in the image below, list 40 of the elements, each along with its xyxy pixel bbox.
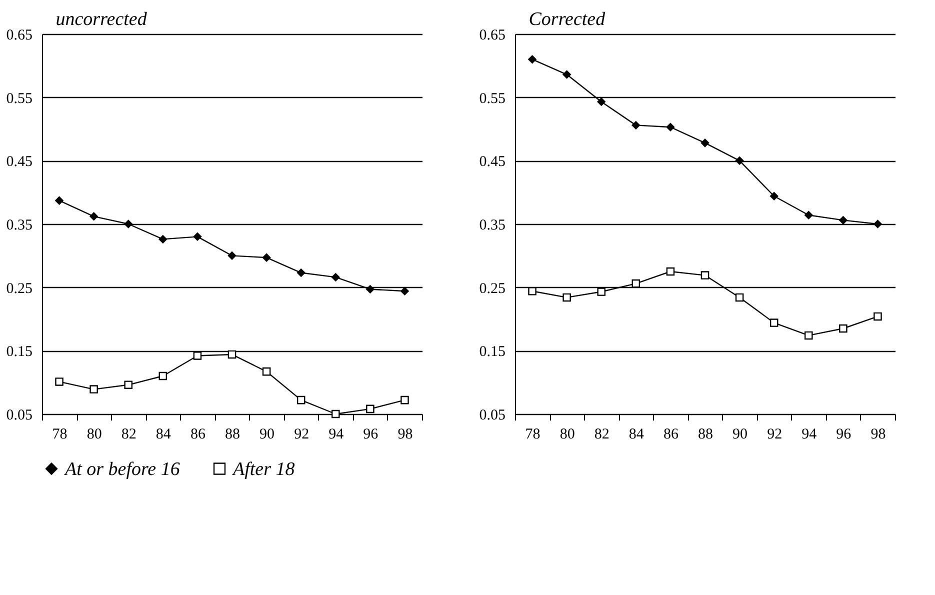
- y-tick-label: 0.05: [479, 408, 506, 424]
- y-tick-label: 0.45: [6, 154, 32, 170]
- x-tick-label: 94: [802, 426, 818, 442]
- legend-label: At or before 16: [63, 458, 180, 480]
- x-tick-label: 84: [156, 426, 172, 442]
- x-tick-label: 90: [732, 426, 748, 442]
- y-tick-label: 0.35: [6, 218, 32, 234]
- x-tick-label: 96: [836, 426, 852, 442]
- y-tick-label: 0.55: [479, 90, 506, 107]
- x-tick-label: 86: [663, 426, 679, 442]
- x-tick-label: 96: [363, 426, 379, 442]
- x-tick-label: 90: [260, 426, 275, 442]
- y-tick-label: 0.05: [6, 408, 32, 424]
- y-tick-label: 0.35: [479, 218, 506, 234]
- y-tick-label: 0.55: [6, 90, 32, 107]
- y-tick-label: 0.65: [6, 28, 32, 44]
- y-tick-label: 0.25: [479, 280, 506, 297]
- x-tick-label: 80: [86, 426, 102, 442]
- chart-title: uncorrected: [56, 9, 148, 30]
- x-tick-label: 98: [398, 426, 413, 442]
- y-tick-label: 0.15: [479, 344, 506, 360]
- x-tick-label: 94: [328, 426, 344, 442]
- x-tick-label: 78: [525, 426, 540, 442]
- x-tick-label: 84: [628, 426, 644, 442]
- y-tick-label: 0.25: [6, 280, 32, 297]
- x-tick-label: 92: [767, 426, 782, 442]
- x-tick-label: 86: [190, 426, 206, 442]
- x-tick-label: 82: [121, 426, 136, 442]
- y-tick-label: 0.15: [6, 344, 32, 360]
- y-tick-label: 0.45: [479, 154, 506, 170]
- legend-label: After 18: [231, 458, 296, 480]
- x-tick-label: 82: [594, 426, 610, 442]
- x-tick-label: 92: [294, 426, 310, 442]
- chart-title: Corrected: [528, 9, 606, 30]
- x-tick-label: 88: [225, 426, 240, 442]
- x-tick-label: 98: [870, 426, 886, 442]
- x-tick-label: 78: [52, 426, 68, 442]
- x-tick-label: 88: [698, 426, 713, 442]
- y-tick-label: 0.65: [479, 28, 506, 44]
- x-tick-label: 80: [560, 426, 575, 442]
